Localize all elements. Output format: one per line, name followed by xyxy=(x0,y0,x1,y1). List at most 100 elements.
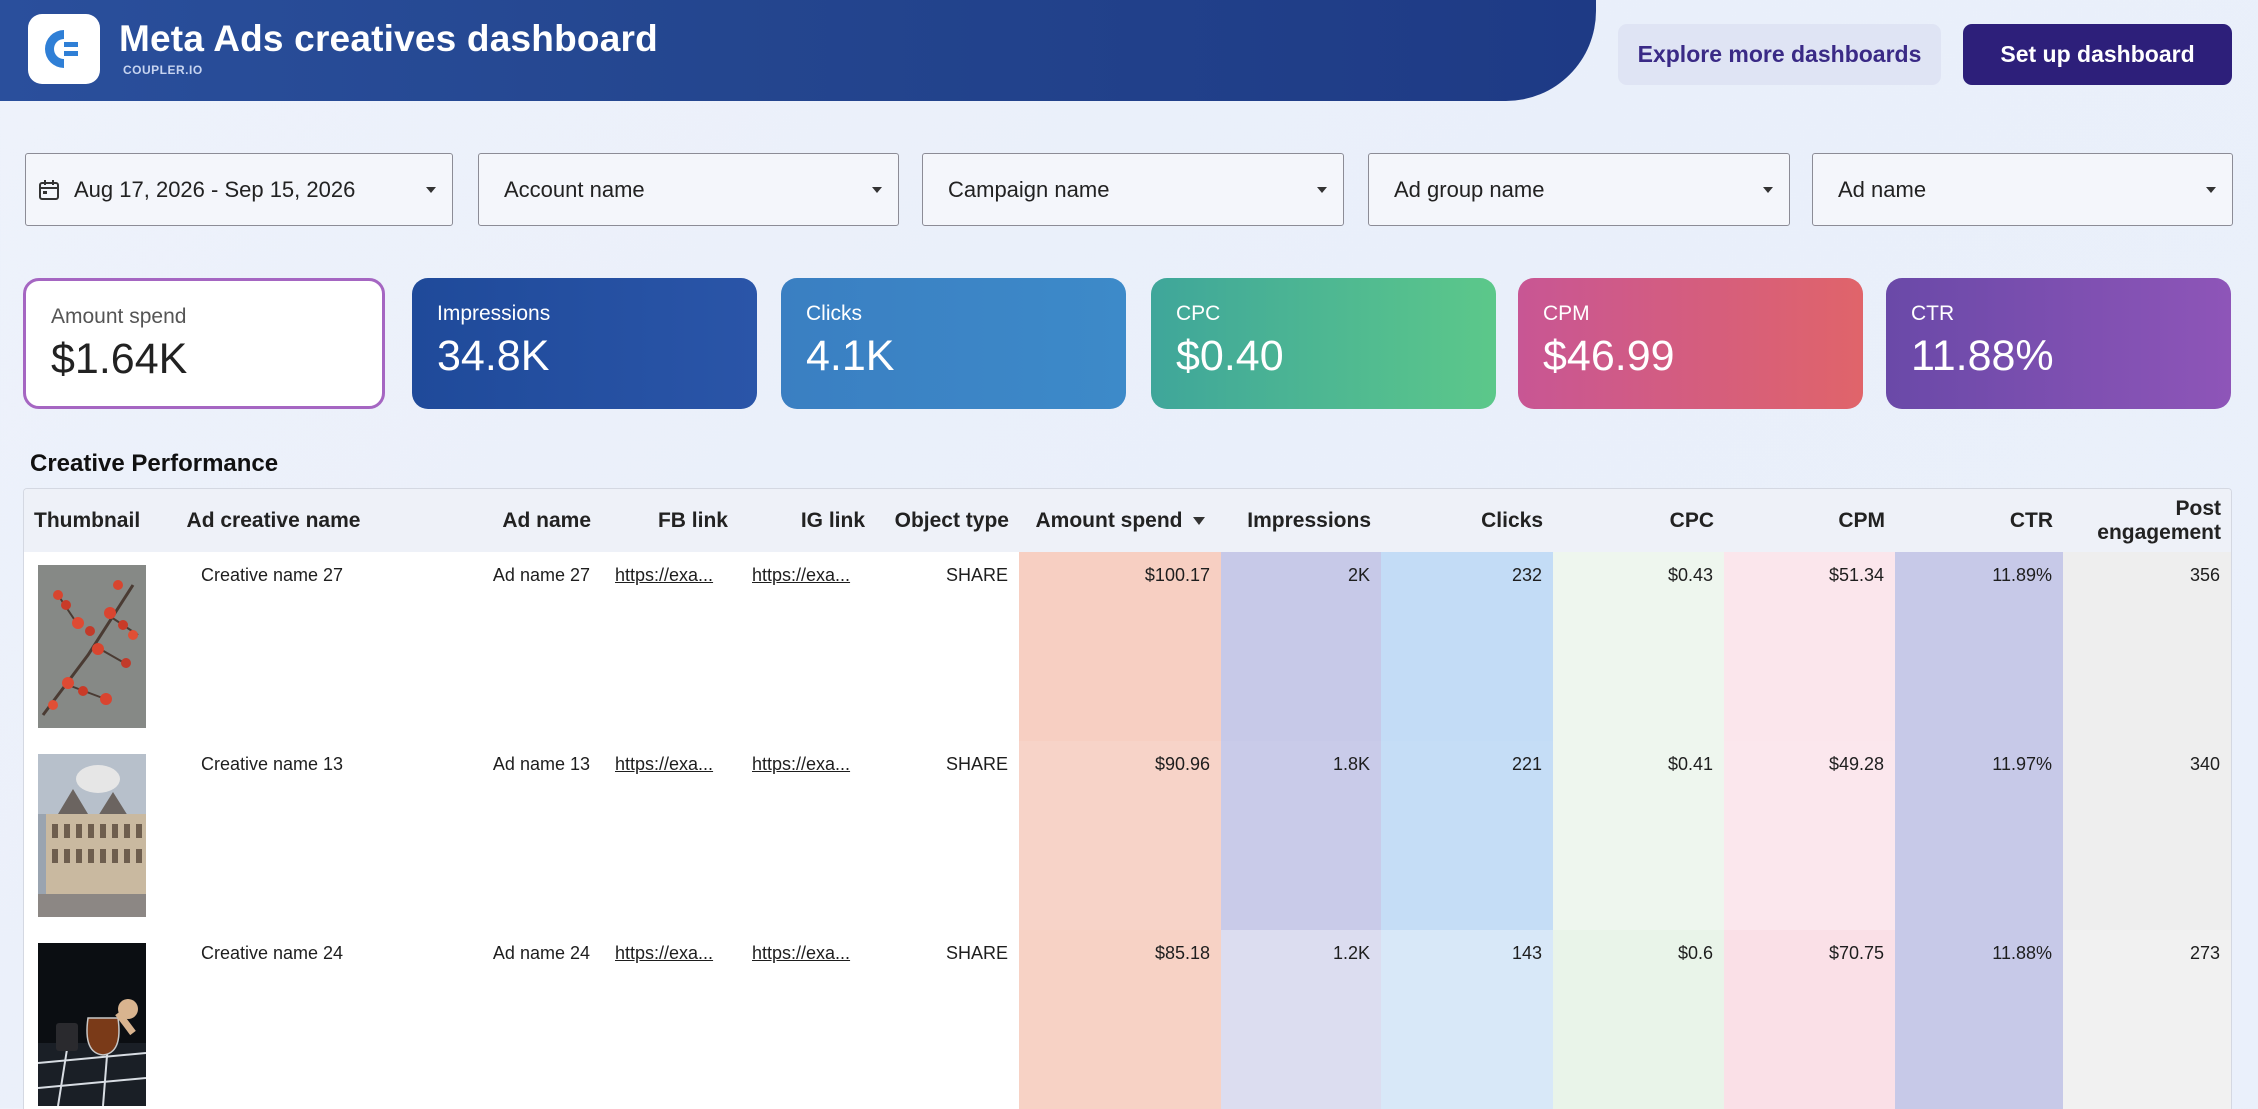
ad-group-filter[interactable]: Ad group name xyxy=(1368,153,1790,226)
date-range-value: Aug 17, 2026 - Sep 15, 2026 xyxy=(74,176,356,202)
amount-spend-cell: $85.18 xyxy=(1019,930,1221,1109)
post-engagement-cell: 273 xyxy=(2063,930,2231,1109)
section-title: Creative Performance xyxy=(30,450,279,477)
col-header-cpm[interactable]: CPM xyxy=(1724,489,1895,552)
col-header-object-type[interactable]: Object type xyxy=(875,489,1019,552)
thumbnail-berries-image xyxy=(38,565,146,728)
thumbnail-cell xyxy=(24,930,158,1109)
col-header-clicks[interactable]: Clicks xyxy=(1381,489,1553,552)
calendar-icon xyxy=(39,179,59,200)
cpc-cell: $0.43 xyxy=(1553,552,1724,741)
amount-spend-cell: $100.17 xyxy=(1019,552,1221,741)
object-type-cell: SHARE xyxy=(945,943,1008,963)
object-type-cell: SHARE xyxy=(945,754,1008,774)
header-banner xyxy=(0,0,1596,101)
ad-name-cell: Ad name 27 xyxy=(492,565,590,585)
kpi-value: $46.99 xyxy=(1543,332,1675,380)
creative-name-cell: Creative name 27 xyxy=(200,565,344,585)
chevron-down-icon xyxy=(2206,187,2216,193)
thumbnail-building-image xyxy=(38,754,146,917)
kpi-ctr: CTR 11.88% xyxy=(1886,278,2231,409)
dashboard-title: Meta Ads creatives dashboard xyxy=(119,18,658,59)
col-header-cpc[interactable]: CPC xyxy=(1553,489,1724,552)
account-filter-label: Account name xyxy=(504,176,645,202)
kpi-value: 34.8K xyxy=(437,332,550,380)
brand-subtitle: COUPLER.IO xyxy=(123,63,203,77)
col-header-amount-spend-label: Amount spend xyxy=(1035,508,1183,532)
cpm-cell: $51.34 xyxy=(1724,552,1895,741)
col-header-impressions[interactable]: Impressions xyxy=(1221,489,1381,552)
kpi-amount-spend: Amount spend $1.64K xyxy=(23,278,385,409)
clicks-cell: 221 xyxy=(1381,741,1553,930)
sort-desc-icon xyxy=(1192,516,1205,525)
explore-dashboards-button[interactable]: Explore more dashboards xyxy=(1618,24,1941,85)
campaign-filter[interactable]: Campaign name xyxy=(922,153,1344,226)
fb-link[interactable]: https://exa... xyxy=(615,565,714,585)
ad-name-cell: Ad name 13 xyxy=(492,754,590,774)
fb-link[interactable]: https://exa... xyxy=(615,943,714,963)
col-header-ad-name[interactable]: Ad name xyxy=(389,489,601,552)
ig-link[interactable]: https://exa... xyxy=(752,754,851,774)
kpi-label: CPM xyxy=(1543,302,1590,325)
col-header-thumbnail[interactable]: Thumbnail xyxy=(24,489,158,552)
col-header-post-engagement[interactable]: Post engagement xyxy=(2063,489,2231,552)
col-header-fb-link[interactable]: FB link xyxy=(601,489,738,552)
cpc-cell: $0.6 xyxy=(1553,930,1724,1109)
thumbnail-cell xyxy=(24,741,158,930)
cpm-cell: $70.75 xyxy=(1724,930,1895,1109)
post-engagement-cell: 340 xyxy=(2063,741,2231,930)
ig-link[interactable]: https://exa... xyxy=(752,943,851,963)
coupler-logo-icon xyxy=(45,30,78,68)
table-row: Creative name 13 Ad name 13 https://exa.… xyxy=(24,741,2231,930)
col-header-creative-name[interactable]: Ad creative name xyxy=(158,489,389,552)
ctr-cell: 11.89% xyxy=(1895,552,2063,741)
ctr-cell: 11.88% xyxy=(1895,930,2063,1109)
impressions-cell: 2K xyxy=(1221,552,1381,741)
post-engagement-cell: 356 xyxy=(2063,552,2231,741)
kpi-value: $0.40 xyxy=(1176,332,1284,380)
kpi-label: CTR xyxy=(1911,302,1955,325)
chevron-down-icon xyxy=(1763,187,1773,193)
kpi-label: Impressions xyxy=(437,302,551,325)
impressions-cell: 1.2K xyxy=(1221,930,1381,1109)
cpm-cell: $49.28 xyxy=(1724,741,1895,930)
account-filter[interactable]: Account name xyxy=(478,153,899,226)
table-row: Creative name 27 Ad name 27 https://exa.… xyxy=(24,552,2231,741)
kpi-value: 11.88% xyxy=(1911,332,2054,380)
post-engagement-line1: Post xyxy=(2175,496,2221,520)
campaign-filter-label: Campaign name xyxy=(948,176,1110,202)
col-header-ctr[interactable]: CTR xyxy=(1895,489,2063,552)
kpi-impressions: Impressions 34.8K xyxy=(412,278,757,409)
kpi-value: $1.64K xyxy=(51,335,188,383)
impressions-cell: 1.8K xyxy=(1221,741,1381,930)
table-row: Creative name 24 Ad name 24 https://exa.… xyxy=(24,930,2231,1109)
col-header-ig-link[interactable]: IG link xyxy=(738,489,875,552)
coupler-logo xyxy=(28,14,100,84)
col-header-amount-spend[interactable]: Amount spend xyxy=(1019,489,1221,552)
cpc-cell: $0.41 xyxy=(1553,741,1724,930)
thumbnail-cell xyxy=(24,552,158,741)
fb-link[interactable]: https://exa... xyxy=(615,754,714,774)
clicks-cell: 232 xyxy=(1381,552,1553,741)
creative-name-cell: Creative name 24 xyxy=(200,943,344,963)
date-range-filter[interactable]: Aug 17, 2026 - Sep 15, 2026 xyxy=(25,153,453,226)
ig-link[interactable]: https://exa... xyxy=(752,565,851,585)
kpi-clicks: Clicks 4.1K xyxy=(781,278,1126,409)
post-engagement-line2: engagement xyxy=(2097,520,2221,544)
clicks-cell: 143 xyxy=(1381,930,1553,1109)
ad-name-filter[interactable]: Ad name xyxy=(1812,153,2233,226)
object-type-cell: SHARE xyxy=(945,565,1008,585)
ctr-cell: 11.97% xyxy=(1895,741,2063,930)
ad-name-filter-label: Ad name xyxy=(1838,176,1927,202)
ad-name-cell: Ad name 24 xyxy=(492,943,590,963)
kpi-cpc: CPC $0.40 xyxy=(1151,278,1496,409)
chevron-down-icon xyxy=(1317,187,1327,193)
ad-group-filter-label: Ad group name xyxy=(1394,176,1545,202)
table-header-row: Thumbnail Ad creative name Ad name FB li… xyxy=(24,489,2231,552)
setup-dashboard-button[interactable]: Set up dashboard xyxy=(1963,24,2232,85)
thumbnail-teapot-image xyxy=(38,943,146,1106)
kpi-label: Clicks xyxy=(806,302,862,325)
kpi-label: Amount spend xyxy=(51,305,187,328)
creative-performance-table: Thumbnail Ad creative name Ad name FB li… xyxy=(23,488,2232,1109)
chevron-down-icon xyxy=(426,187,436,193)
